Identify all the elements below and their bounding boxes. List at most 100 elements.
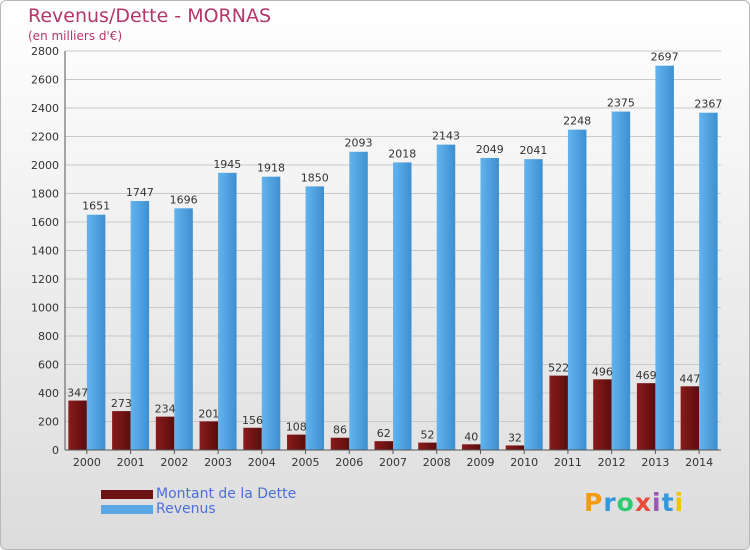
x-tick-label: 2002 xyxy=(160,456,188,469)
y-tick-label: 200 xyxy=(38,416,59,429)
x-tick-label: 2012 xyxy=(598,456,626,469)
chart-subtitle: (en milliers d'€) xyxy=(28,29,123,43)
bar-revenus xyxy=(174,208,193,450)
data-label-dette: 522 xyxy=(548,362,569,375)
bar-dette xyxy=(680,386,700,450)
x-tick-label: 2011 xyxy=(554,456,582,469)
data-label-dette: 62 xyxy=(377,427,391,440)
bar-revenus xyxy=(655,65,674,451)
data-label-revenus: 2367 xyxy=(694,98,722,111)
x-tick-label: 2003 xyxy=(204,456,232,469)
data-label-revenus: 2041 xyxy=(519,144,547,157)
bar-dette xyxy=(593,379,612,450)
bar-revenus xyxy=(261,176,281,450)
x-tick-label: 2004 xyxy=(248,456,276,469)
data-label-dette: 273 xyxy=(111,397,132,410)
logo-letter: i xyxy=(652,488,662,517)
bar-revenus xyxy=(305,186,325,450)
bar-dette xyxy=(68,400,87,450)
legend-swatch-revenus xyxy=(101,505,153,514)
bar-dette xyxy=(418,442,437,450)
bar-revenus xyxy=(349,151,368,450)
y-tick-label: 1200 xyxy=(31,273,59,286)
x-tick-label: 2009 xyxy=(466,456,494,469)
y-tick-label: 2600 xyxy=(31,74,59,87)
bar-dette xyxy=(287,434,306,450)
legend-swatch-dette xyxy=(101,490,153,499)
logo-letter: r xyxy=(603,488,617,517)
bar-dette xyxy=(112,411,131,450)
y-tick-label: 400 xyxy=(38,387,59,400)
data-label-revenus: 1945 xyxy=(213,158,241,171)
x-tick-label: 2000 xyxy=(73,456,101,469)
bar-dette xyxy=(199,421,219,450)
data-label-revenus: 2248 xyxy=(563,115,591,128)
y-tick-label: 2800 xyxy=(31,45,59,58)
data-label-revenus: 1850 xyxy=(301,171,329,184)
chart-title: Revenus/Dette - MORNAS xyxy=(28,5,272,27)
bar-revenus xyxy=(86,214,106,450)
data-label-dette: 347 xyxy=(67,387,88,400)
x-tick-label: 2014 xyxy=(685,456,713,469)
x-tick-label: 2013 xyxy=(641,456,669,469)
x-tick-label: 2010 xyxy=(510,456,538,469)
x-tick-label: 2008 xyxy=(423,456,451,469)
data-label-dette: 234 xyxy=(155,403,176,416)
bar-revenus xyxy=(393,162,412,450)
y-tick-label: 1400 xyxy=(31,245,59,258)
bar-revenus xyxy=(524,159,543,450)
logo-letter: t xyxy=(661,488,675,517)
y-tick-label: 1800 xyxy=(31,188,59,201)
logo-letter: x xyxy=(634,488,652,517)
x-tick-label: 2001 xyxy=(117,456,145,469)
data-label-dette: 32 xyxy=(508,431,522,444)
data-label-dette: 40 xyxy=(464,430,478,443)
y-tick-label: 1600 xyxy=(31,216,59,229)
y-tick-label: 600 xyxy=(38,359,59,372)
bar-dette xyxy=(636,383,656,450)
data-label-revenus: 2143 xyxy=(432,130,460,143)
data-label-dette: 496 xyxy=(592,365,613,378)
bar-revenus xyxy=(567,129,587,450)
y-tick-label: 0 xyxy=(52,444,59,457)
bar-revenus xyxy=(480,158,499,450)
bar-revenus xyxy=(218,172,237,450)
data-label-dette: 447 xyxy=(679,372,700,385)
bar-revenus xyxy=(611,111,631,450)
data-label-revenus: 1747 xyxy=(126,186,154,199)
y-tick-label: 2200 xyxy=(31,131,59,144)
x-tick-label: 2007 xyxy=(379,456,407,469)
bar-dette xyxy=(330,437,350,450)
data-label-dette: 469 xyxy=(636,369,657,382)
bar-dette xyxy=(155,416,175,450)
bar-revenus xyxy=(436,144,456,450)
data-label-dette: 52 xyxy=(420,429,434,442)
data-label-dette: 86 xyxy=(333,424,347,437)
bar-dette xyxy=(505,445,525,450)
x-tick-label: 2006 xyxy=(335,456,363,469)
logo-letter: o xyxy=(616,488,635,517)
bar-revenus xyxy=(130,201,150,450)
y-tick-label: 800 xyxy=(38,330,59,343)
proxiti-logo: Proxiti xyxy=(584,488,684,517)
data-label-revenus: 2697 xyxy=(651,51,679,64)
legend-label-revenus: Revenus xyxy=(156,501,216,517)
legend-label-dette: Montant de la Dette xyxy=(156,486,297,502)
data-label-dette: 156 xyxy=(242,414,263,427)
y-tick-label: 1000 xyxy=(31,302,59,315)
y-tick-label: 2000 xyxy=(31,159,59,172)
data-label-revenus: 2093 xyxy=(345,137,373,150)
bar-dette xyxy=(374,441,393,450)
bar-dette xyxy=(243,427,262,450)
bar-dette xyxy=(549,375,568,450)
logo-letter: i xyxy=(674,488,685,517)
x-tick-label: 2005 xyxy=(292,456,320,469)
data-label-revenus: 1651 xyxy=(82,200,110,213)
data-label-revenus: 2018 xyxy=(388,147,416,160)
data-label-dette: 108 xyxy=(286,421,307,434)
data-label-revenus: 2375 xyxy=(607,97,635,110)
data-label-revenus: 1696 xyxy=(170,193,198,206)
bar-revenus xyxy=(699,112,718,450)
